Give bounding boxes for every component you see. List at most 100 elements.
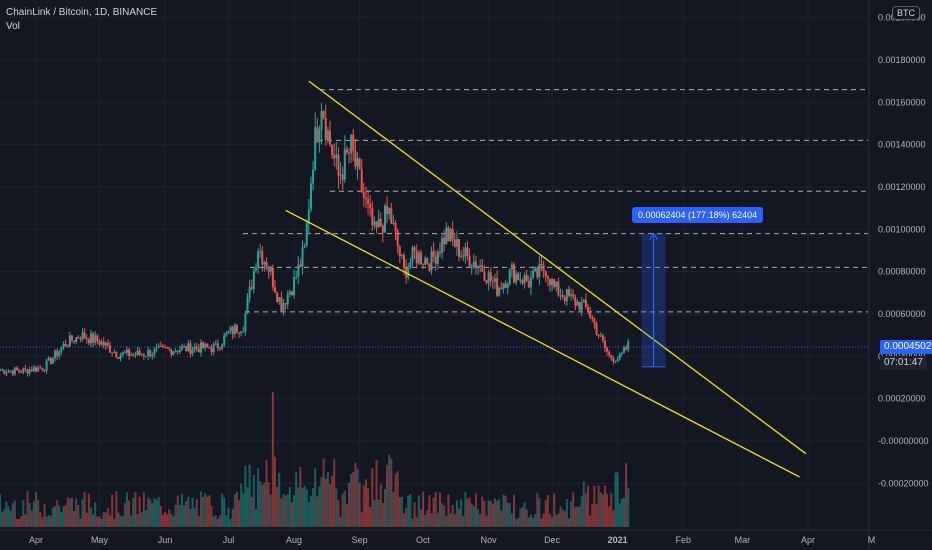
- volume-bar: [15, 518, 18, 527]
- candle-body: [551, 279, 554, 286]
- candle-body: [510, 264, 513, 270]
- candle-body: [43, 370, 46, 372]
- candle-body: [582, 299, 585, 303]
- candle-body: [409, 262, 412, 268]
- candle-body: [343, 149, 346, 180]
- volume-bar: [576, 506, 579, 527]
- volume-bar: [121, 516, 124, 527]
- volume-bar: [324, 478, 327, 527]
- volume-bar: [381, 502, 384, 527]
- last-price-label: 0.00045021: [880, 340, 932, 354]
- volume-bar: [542, 513, 545, 527]
- volume-bar: [422, 491, 425, 527]
- volume-bar: [392, 491, 395, 527]
- horizontal-levels: [0, 89, 868, 348]
- candle-body: [295, 276, 298, 278]
- volume-bar: [462, 516, 465, 527]
- candle-body: [618, 354, 621, 360]
- time-tick-label: 2021: [608, 535, 628, 545]
- candle-body: [307, 209, 310, 224]
- candle-body: [265, 262, 268, 269]
- volume-bar: [364, 479, 367, 527]
- volume-bar: [208, 495, 211, 527]
- candle-body: [352, 134, 355, 151]
- candle-body: [140, 354, 143, 356]
- volume-bar: [202, 496, 205, 527]
- candle-body: [191, 349, 194, 354]
- volume-bar: [551, 517, 554, 527]
- trendline: [285, 209, 800, 478]
- candle-body: [216, 343, 219, 349]
- volume-bar: [13, 500, 16, 527]
- candle-body: [303, 245, 306, 248]
- candle-body: [335, 154, 338, 159]
- candle-body: [30, 369, 33, 372]
- candle-body: [584, 299, 587, 307]
- candle-body: [377, 219, 380, 228]
- volume-bar: [219, 515, 222, 527]
- candle-body: [523, 275, 526, 284]
- candle-body: [104, 342, 107, 346]
- volume-bar: [58, 505, 61, 527]
- volume-bar: [144, 510, 147, 527]
- volume-bar: [276, 486, 279, 527]
- volume-bar: [538, 498, 541, 527]
- volume-bar: [383, 489, 386, 527]
- candle-body: [345, 149, 348, 153]
- time-tick-label: Feb: [675, 535, 691, 545]
- volume-bar: [252, 474, 255, 527]
- candle-body: [608, 351, 611, 356]
- volume-bar: [546, 495, 549, 527]
- volume-bar: [341, 493, 344, 527]
- candle-body: [620, 352, 623, 355]
- volume-bar: [371, 468, 374, 527]
- volume-bar: [37, 499, 40, 527]
- volume-bar: [386, 464, 389, 527]
- volume-bar: [424, 514, 427, 527]
- candle-body: [22, 368, 25, 373]
- volume-bar: [216, 518, 219, 527]
- candle-body: [362, 192, 365, 198]
- volume-bar: [212, 516, 215, 527]
- candle-body: [527, 281, 530, 288]
- time-axis[interactable]: Apr May Jun Jul Aug Sep Oct Nov Dec 2021 Feb Mar Apr…: [29, 535, 875, 545]
- candle-body: [214, 343, 217, 345]
- volume-bar: [18, 518, 21, 527]
- volume-bar: [68, 498, 71, 527]
- volume-bar: [9, 510, 12, 527]
- symbol-title[interactable]: ChainLink / Bitcoin, 1D, BINANCE: [6, 7, 158, 18]
- price-axis[interactable]: 0.002000000.001800000.001600000.00140000…: [870, 0, 932, 530]
- trendlines[interactable]: [285, 80, 807, 478]
- price-axis-bg: [870, 0, 932, 530]
- countdown-label: 07:01:47: [880, 356, 927, 370]
- candle-body: [64, 344, 67, 347]
- candle-body: [301, 247, 304, 267]
- volume-bar: [197, 516, 200, 527]
- candle-body: [180, 346, 183, 351]
- volume-bar: [140, 512, 143, 527]
- volume-bar: [62, 506, 65, 527]
- volume-legend[interactable]: Vol: [6, 21, 20, 32]
- volume-bar: [191, 497, 194, 527]
- time-tick-label: Aug: [286, 535, 302, 545]
- volume-bar: [601, 494, 604, 527]
- candle-body: [87, 339, 90, 344]
- price-tick-label: 0.00020000: [878, 394, 926, 404]
- volume-bar: [286, 494, 289, 527]
- volume-bar: [164, 512, 167, 527]
- measure-arrowhead: [649, 232, 659, 240]
- candle-body: [35, 367, 37, 372]
- candle-body: [622, 347, 625, 353]
- time-tick-label: Sep: [352, 535, 368, 545]
- candle-body: [445, 227, 448, 245]
- candle-body: [109, 345, 112, 353]
- candle-body: [612, 357, 615, 362]
- candle-body: [309, 183, 312, 210]
- volume-bar: [199, 491, 202, 527]
- currency-badge[interactable]: BTC: [892, 6, 920, 20]
- measure-tool[interactable]: [641, 232, 666, 368]
- volume-bar: [314, 468, 317, 527]
- volume-bar: [316, 496, 319, 527]
- candle-body: [210, 348, 213, 353]
